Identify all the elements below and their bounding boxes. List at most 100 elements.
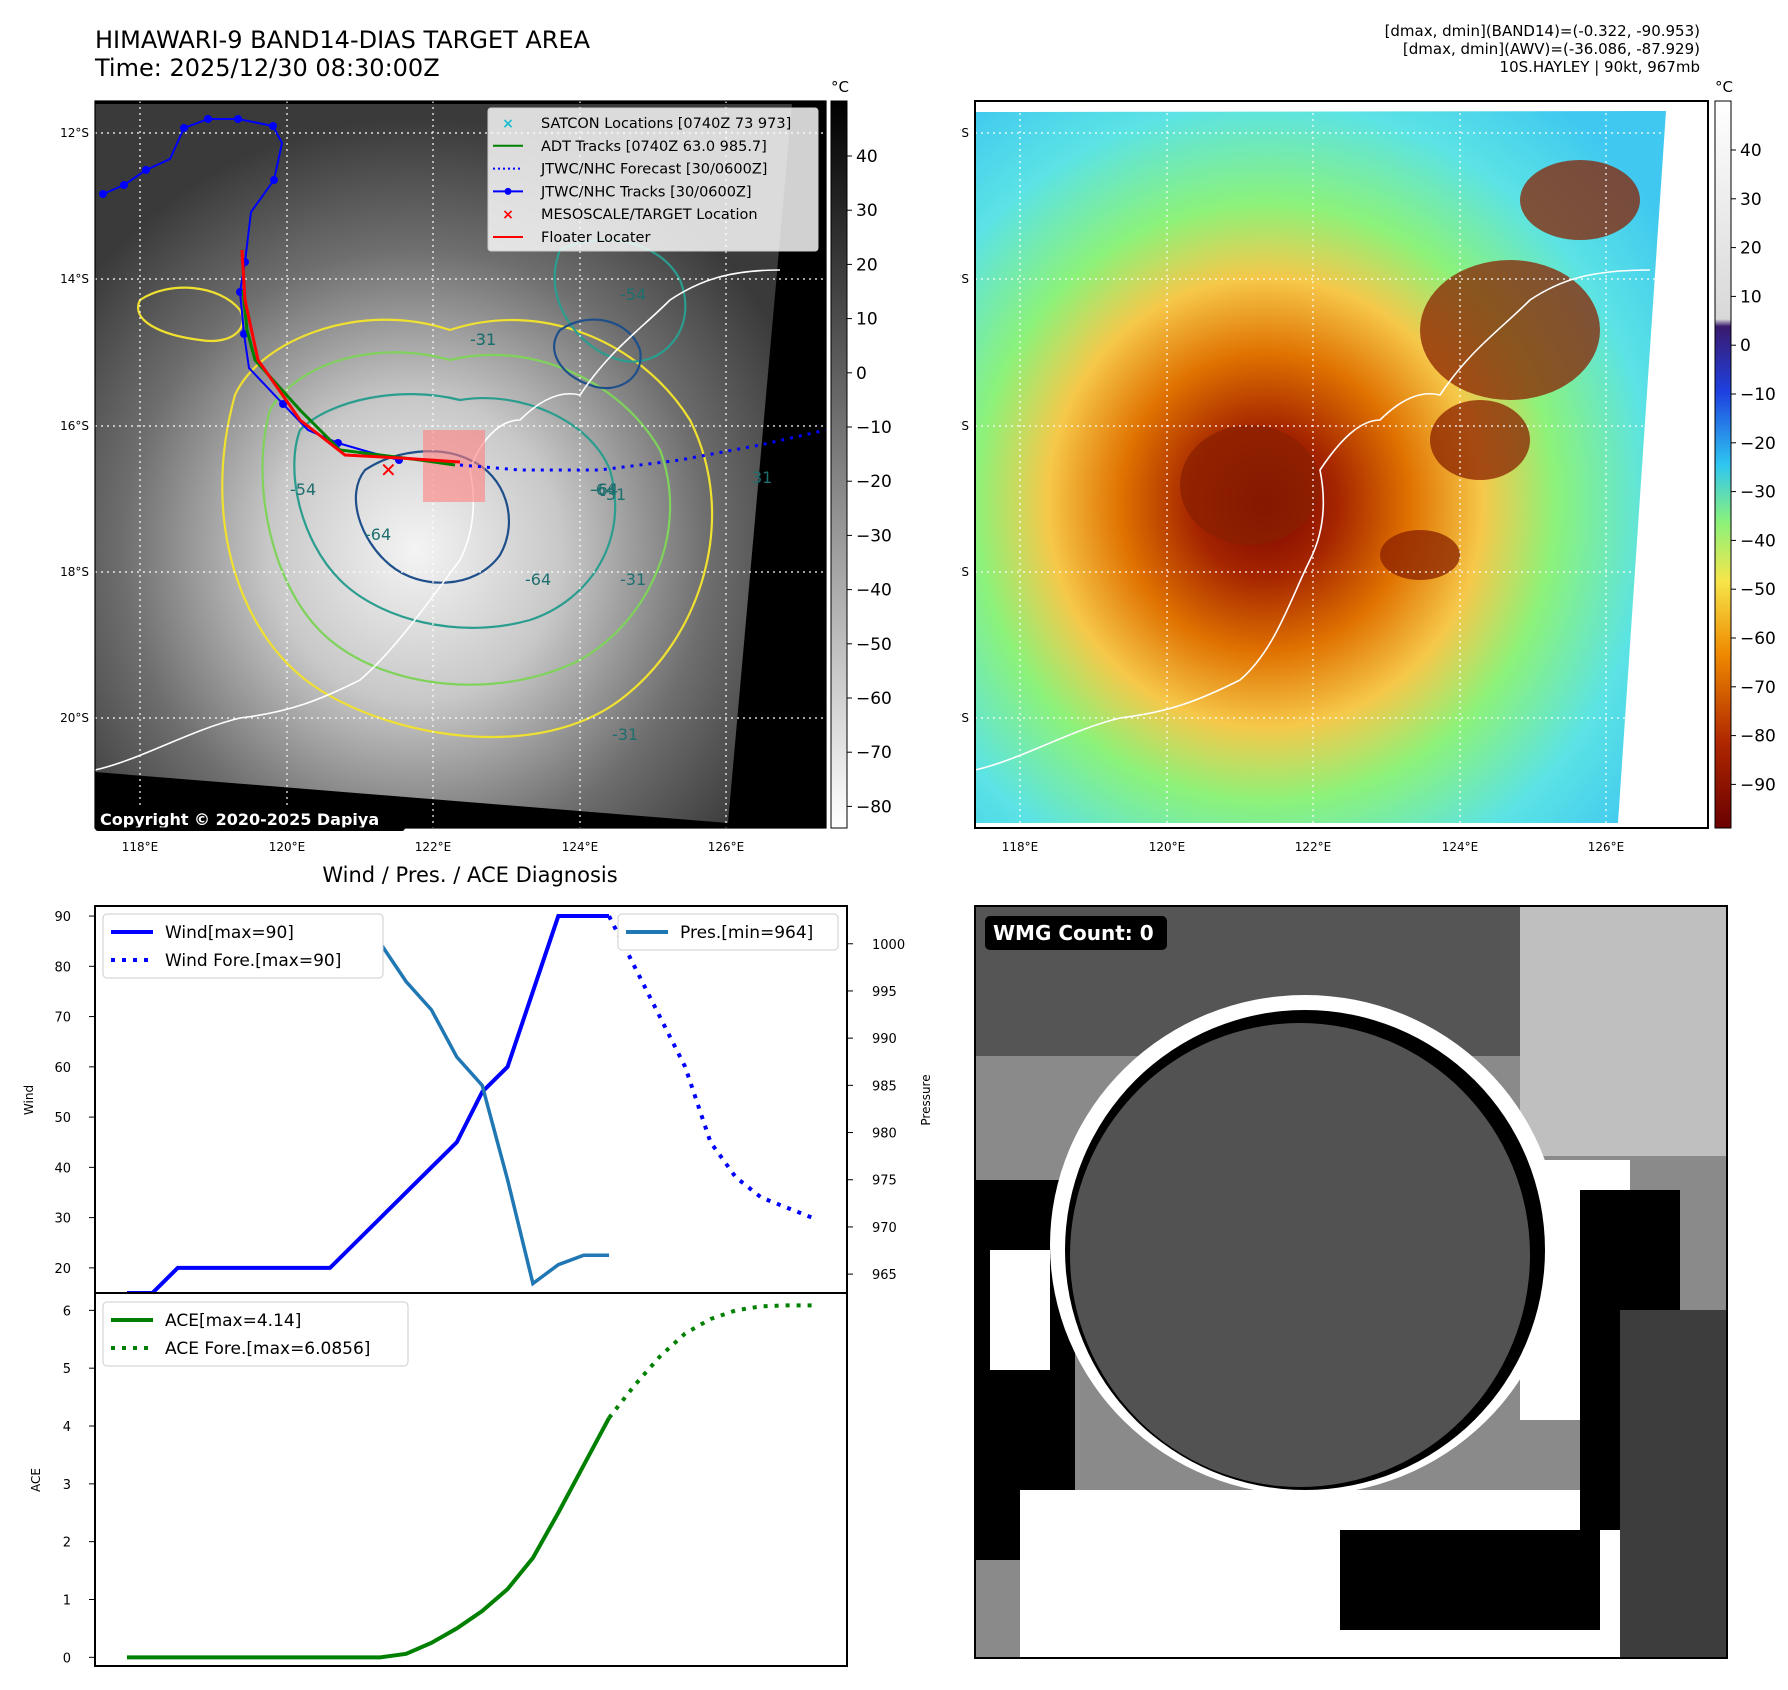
ace-ylabel: ACE — [29, 1468, 43, 1492]
lat-tick-label: 18°S — [960, 565, 969, 579]
colorbar-tick-label: −40 — [1740, 531, 1776, 551]
lat-tick-label: 16°S — [960, 419, 969, 433]
legend-label: JTWC/NHC Forecast [30/0600Z] — [540, 162, 767, 178]
colorbar-tick-label: −50 — [1740, 580, 1776, 600]
ir-legend: × SATCON Locations [0740Z 73 973] ADT Trac… — [487, 107, 819, 252]
pressure-ytick-label: 970 — [872, 1221, 897, 1236]
floater-track — [240, 249, 461, 464]
ir-colorbar — [830, 100, 848, 829]
colorbar-tick-label: 40 — [1740, 141, 1762, 161]
lat-tick-label: 14°S — [60, 272, 89, 286]
lon-tick-label: 126°E — [1588, 840, 1625, 854]
colorbar-tick-label: 20 — [856, 255, 878, 275]
jtwc-forecast — [459, 428, 827, 472]
colorbar-tick-label: −20 — [1740, 434, 1776, 454]
legend-label: ACE Fore.[max=6.0856] — [165, 1339, 370, 1359]
pressure-ytick-label: 985 — [872, 1079, 897, 1094]
contour-label: -31 — [470, 330, 496, 349]
ir-lat-labels: 12°S 14°S 16°S 18°S 20°S — [60, 126, 89, 725]
legend-entry: Floater Locater — [493, 230, 650, 246]
wind-ytick-label: 60 — [54, 1061, 71, 1076]
legend-entry: JTWC/NHC Tracks [30/0600Z] — [493, 184, 752, 200]
wind-ytick-label: 80 — [54, 960, 71, 975]
contour-label: -64 — [592, 480, 618, 499]
lon-tick-label: 122°E — [415, 840, 452, 854]
colorbar-tick-label: 10 — [856, 310, 878, 330]
colorbar-tick-label: −70 — [1740, 678, 1776, 698]
copyright-text: Copyright © 2020-2025 Dapiya — [100, 810, 379, 829]
ace-legend: ACE[max=4.14] ACE Fore.[max=6.0856] — [102, 1301, 409, 1367]
legend-marker-x: × — [502, 116, 514, 132]
lat-tick-label: 12°S — [960, 126, 969, 140]
ir-colorbar-ticks: 40 30 20 10 0 −10 −20 −30 −40 −50 −60 −70 −80 — [847, 147, 892, 817]
wmg-eye — [1070, 1023, 1530, 1487]
awv-lon-labels: 118°E 120°E 122°E 124°E 126°E — [1002, 840, 1625, 854]
contour-label: -31 — [620, 570, 646, 589]
wmg-frame — [974, 905, 1728, 1659]
pressure-legend: Pres.[min=964] — [617, 913, 839, 951]
awv-cold-areas — [1180, 160, 1640, 580]
awv-lat-labels: 12°S 14°S 16°S 18°S 20°S — [960, 126, 969, 725]
colorbar-tick-label: −40 — [856, 581, 892, 601]
ace-ytick-label: 4 — [63, 1420, 71, 1435]
wind-ytick-label: 90 — [54, 910, 71, 925]
legend-marker-x: × — [502, 207, 514, 223]
ir-contours — [137, 238, 714, 739]
lon-tick-label: 118°E — [122, 840, 159, 854]
awv-map-frame — [974, 100, 1709, 829]
wind-ylabel: Wind — [22, 1085, 36, 1115]
ir-map-panel: -31 -54 -64 -31 -64 -64 -54 -31 -31 -64 … — [60, 78, 892, 854]
series-line — [607, 1303, 812, 1420]
lon-tick-label: 126°E — [708, 840, 745, 854]
legend-label: SATCON Locations [0740Z 73 973] — [541, 116, 791, 132]
awv-gridlines — [975, 101, 1708, 828]
pressure-ytick-label: 980 — [872, 1127, 897, 1142]
colorbar-tick-label: −80 — [856, 797, 892, 817]
contour-label: 31 — [752, 468, 772, 487]
legend-label: Floater Locater — [541, 230, 650, 246]
colorbar-tick-label: 30 — [856, 201, 878, 221]
lat-tick-label: 12°S — [60, 126, 89, 140]
colorbar-tick-label: −10 — [856, 418, 892, 438]
lon-tick-label: 120°E — [269, 840, 306, 854]
wmg-block — [1520, 906, 1727, 1156]
wind-ytick-label: 50 — [54, 1111, 71, 1126]
pressure-ylabel: Pressure — [919, 1074, 933, 1125]
stats-awv: [dmax, dmin](AWV)=(-36.086, -87.929) — [1402, 40, 1700, 58]
wind-legend: Wind[max=90] Wind Fore.[max=90] — [102, 913, 384, 979]
ace-series — [127, 1303, 812, 1660]
ace-ytick-label: 2 — [63, 1536, 71, 1551]
awv-coastline — [974, 269, 1651, 771]
pressure-ytick-label: 995 — [872, 985, 897, 1000]
awv-map-panel: °C 403020100−10−20−30−40−50−60−70−80−90 … — [960, 78, 1776, 854]
contour-labels: -31 -54 -64 -31 -64 -64 -54 -31 -31 -64 … — [290, 285, 772, 744]
legend-marker-dot — [504, 187, 512, 195]
wind-ytick-label: 40 — [54, 1161, 71, 1176]
stats-band14: [dmax, dmin](BAND14)=(-0.322, -90.953) — [1384, 22, 1700, 40]
contour-label: -31 — [600, 485, 626, 504]
lon-tick-label: 124°E — [1442, 840, 1479, 854]
wmg-block — [1340, 1530, 1600, 1630]
ace-ytick-label: 6 — [63, 1304, 71, 1319]
lat-tick-label: 20°S — [60, 711, 89, 725]
jtwc-track — [102, 118, 400, 461]
lon-tick-label: 120°E — [1149, 840, 1186, 854]
legend-label: ACE[max=4.14] — [165, 1311, 301, 1331]
lon-tick-label: 124°E — [562, 840, 599, 854]
colorbar-tick-label: −30 — [856, 526, 892, 546]
lat-tick-label: 18°S — [60, 565, 89, 579]
colorbar-tick-label: −60 — [856, 689, 892, 709]
colorbar-tick-label: 0 — [856, 364, 867, 384]
colorbar-tick-label: 10 — [1740, 287, 1762, 307]
wmg-count-label: WMG Count: 0 — [993, 921, 1154, 945]
awv-colorbar-ticks: 40 30 20 10 0 −10 −20 −30 −40 −50 −60 −70 −80 −90 — [1731, 141, 1776, 795]
wmg-panel: WMG Count: 0 — [974, 905, 1728, 1659]
legend-entry: JTWC/NHC Forecast [30/0600Z] — [493, 162, 767, 178]
wind-ytick-label: 30 — [54, 1212, 71, 1227]
pressure-yaxis-ticks: 965 970 975 980 985 990 995 1000 — [847, 938, 905, 1283]
ace-ytick-label: 0 — [63, 1651, 71, 1666]
stats-storm: 10S.HAYLEY | 90kt, 967mb — [1499, 58, 1700, 76]
ir-lon-labels: 118°E 120°E 122°E 124°E 126°E — [122, 840, 745, 854]
lon-tick-label: 122°E — [1295, 840, 1332, 854]
